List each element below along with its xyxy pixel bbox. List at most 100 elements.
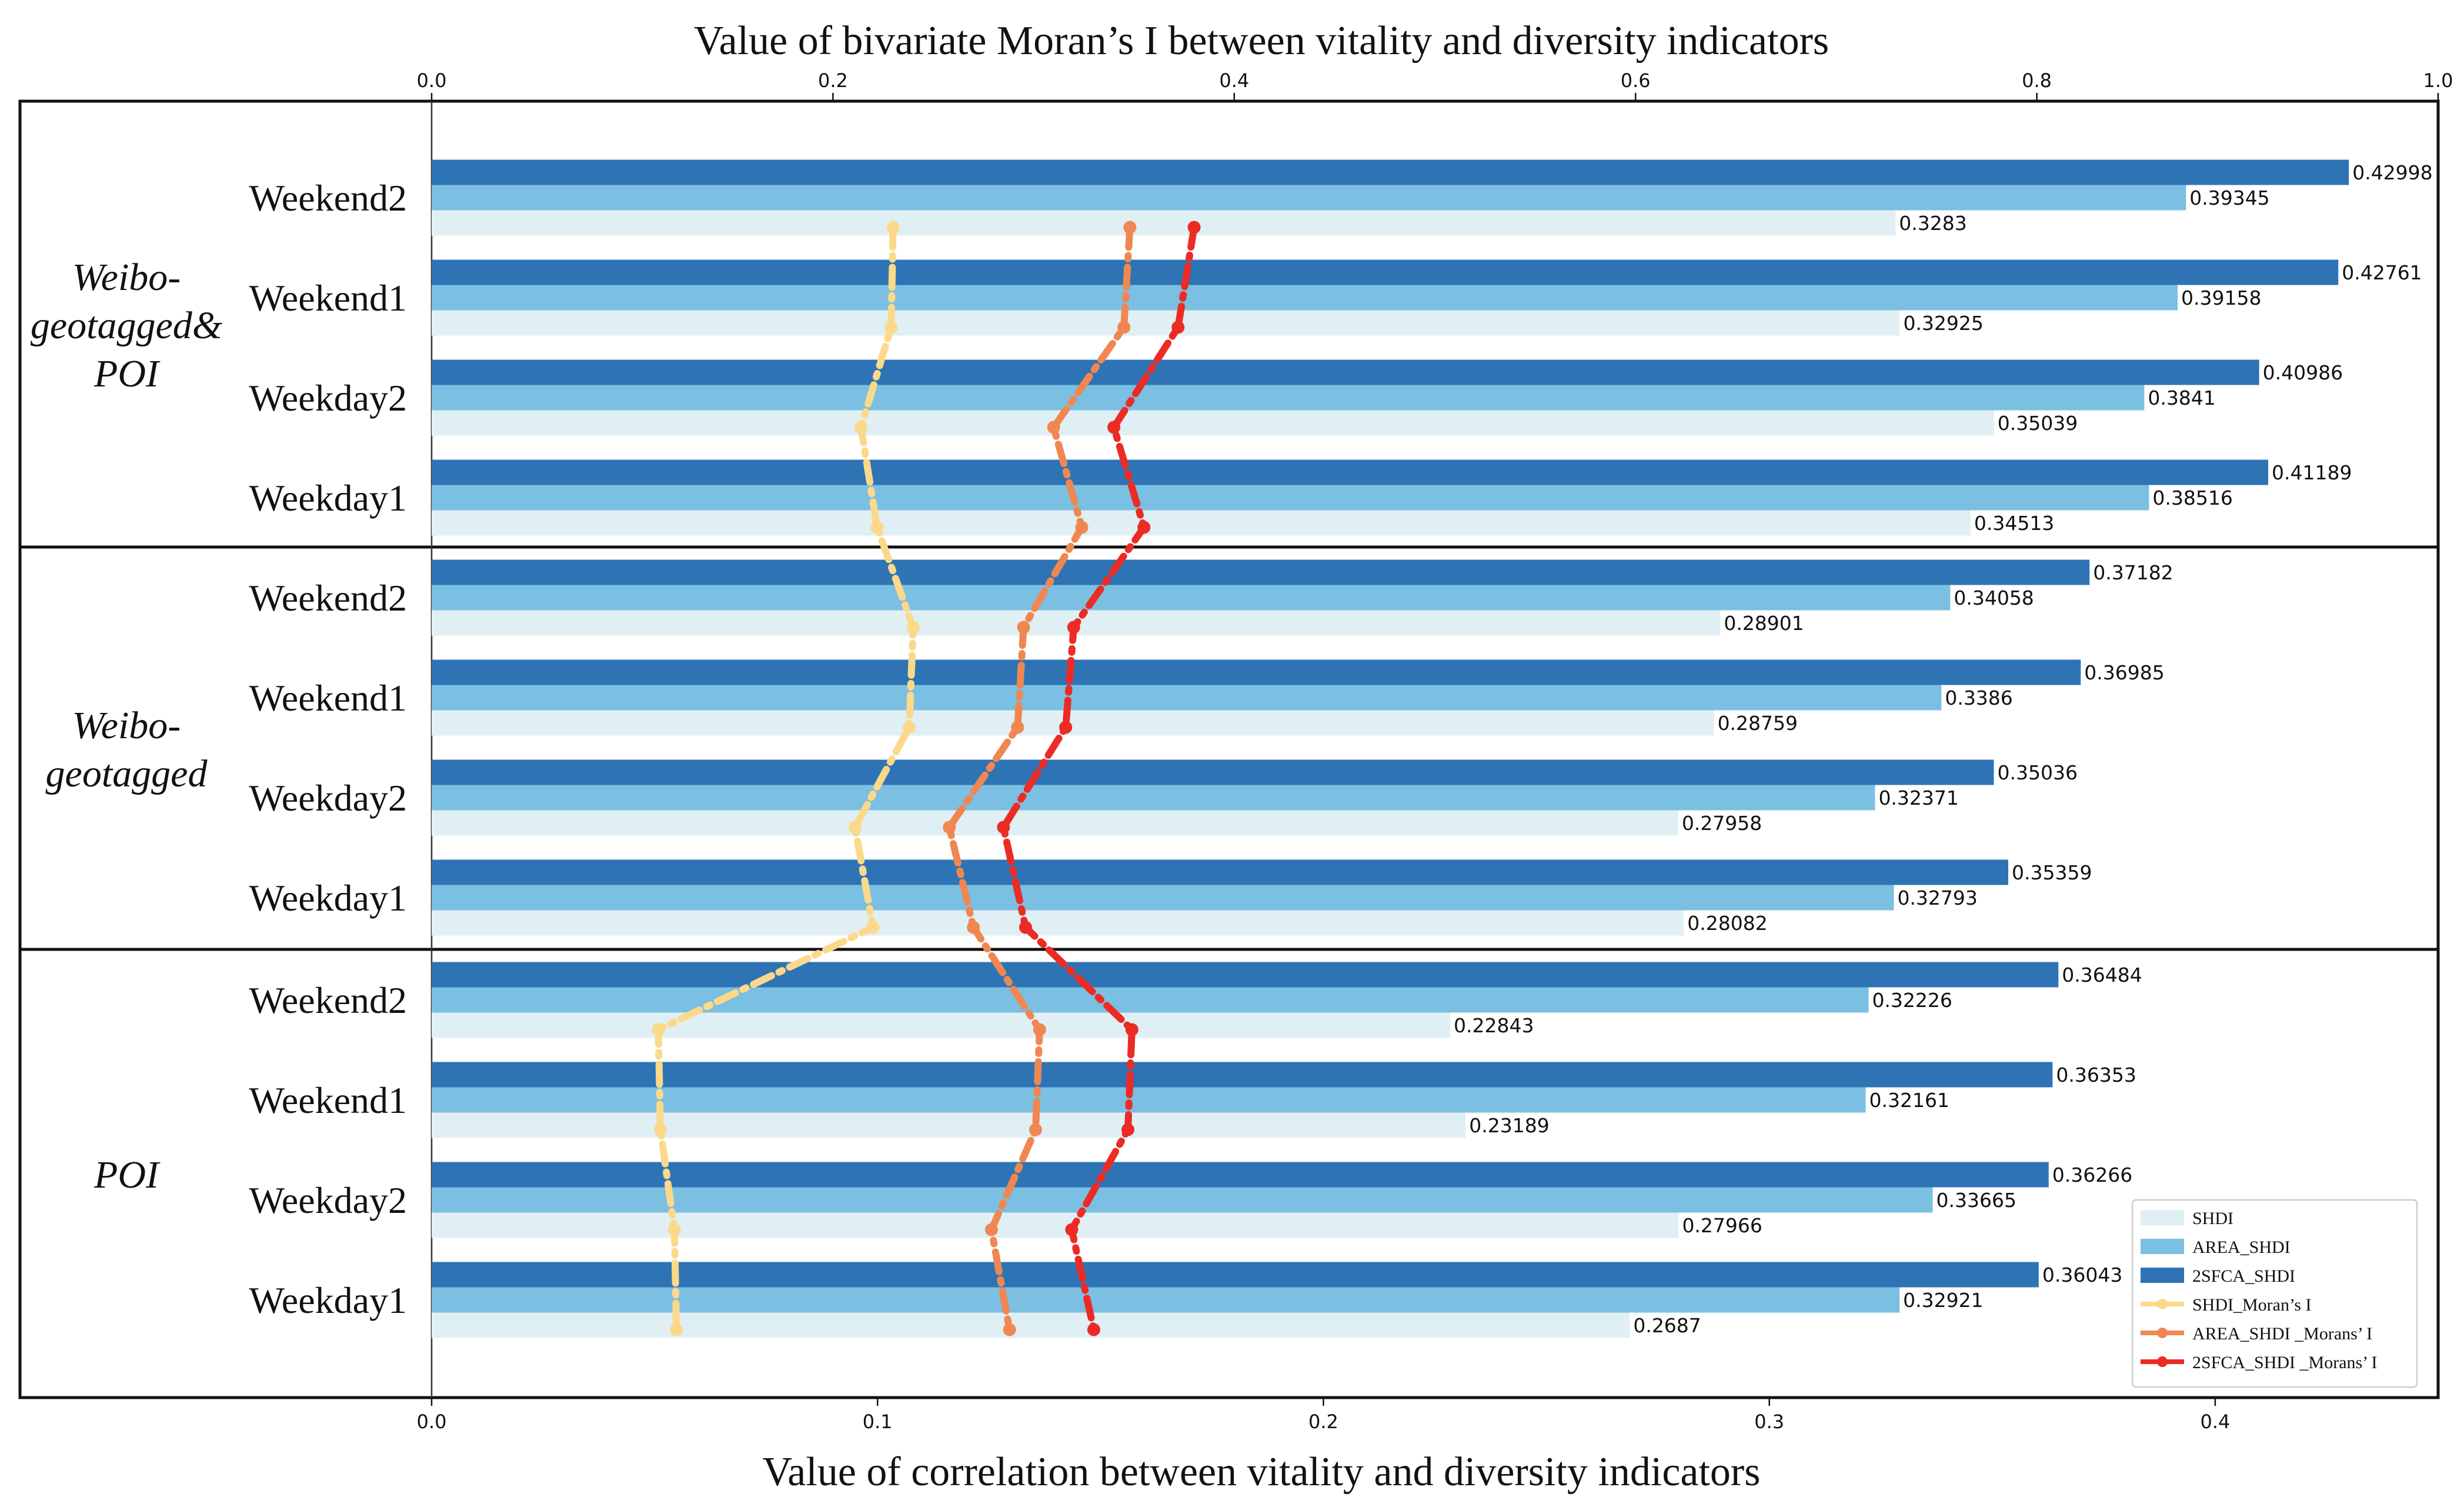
bar-area [432, 987, 1869, 1013]
bar-sfca [432, 759, 1994, 785]
moran-point-m_shdi [667, 1223, 681, 1236]
legend-marker-m_shdi [2157, 1299, 2168, 1309]
legend-swatch-shdi [2141, 1210, 2184, 1225]
moran-line-m_sfca [1000, 224, 1198, 1333]
moran-point-m_sfca [1065, 1223, 1079, 1236]
top-axis-tick-label: 0.4 [1219, 69, 1249, 92]
moran-point-m_sfca [1019, 921, 1032, 934]
bar-value-label: 0.41189 [2272, 461, 2352, 484]
moran-point-m_area [1117, 321, 1131, 334]
category-label: Weekend1 [249, 677, 408, 719]
bar-sfca [432, 1062, 2053, 1088]
category-label: Weekday2 [249, 377, 408, 419]
moran-point-m_area [943, 821, 956, 834]
bar-value-label: 0.39158 [2181, 286, 2261, 309]
bar-shdi [432, 1112, 1466, 1138]
bottom-axis-tick-label: 0.0 [417, 1411, 447, 1433]
bottom-axis-tick-label: 0.3 [1754, 1411, 1784, 1433]
legend-label: AREA_SHDI [2192, 1238, 2291, 1257]
top-axis-tick-label: 0.6 [1621, 69, 1651, 92]
bar-value-label: 0.36353 [2056, 1063, 2136, 1086]
moran-point-m_sfca [1187, 221, 1201, 234]
category-label: Weekday1 [249, 877, 408, 919]
top-axis-tick-label: 0.2 [818, 69, 848, 92]
moran-point-m_area [984, 1223, 998, 1236]
bar-area [432, 485, 2149, 511]
bar-value-label: 0.28759 [1718, 712, 1798, 735]
moran-point-m_shdi [670, 1323, 683, 1336]
category-label: Weekend2 [249, 177, 408, 219]
bar-sfca [432, 359, 2259, 385]
bar-shdi [432, 410, 1994, 436]
bar-value-label: 0.32793 [1897, 886, 1977, 909]
moran-point-m_shdi [884, 321, 898, 334]
bar-value-label: 0.28901 [1724, 612, 1804, 635]
bar-value-label: 0.3841 [2148, 386, 2215, 409]
bar-area [432, 1087, 1866, 1113]
moran-point-m_shdi [848, 821, 862, 834]
moran-point-m_sfca [1121, 1123, 1134, 1136]
bar-value-label: 0.35359 [2012, 861, 2092, 884]
bar-shdi [432, 210, 1896, 236]
top-axis-tick-label: 0.8 [2022, 69, 2052, 92]
legend-label: 2SFCA_SHDI [2192, 1266, 2295, 1286]
bar-value-label: 0.23189 [1469, 1114, 1549, 1137]
group-label: Weibo- [72, 256, 181, 299]
moran-point-m_shdi [854, 421, 868, 434]
moran-point-m_area [1047, 421, 1060, 434]
category-label: Weekday2 [249, 1179, 408, 1221]
bar-value-label: 0.27966 [1682, 1214, 1762, 1237]
bar-sfca [432, 459, 2269, 485]
bar-value-label: 0.37182 [2093, 561, 2173, 584]
bar-area [432, 285, 2178, 311]
moran-point-m_area [1123, 221, 1137, 234]
moran-point-m_shdi [906, 621, 920, 634]
bar-value-label: 0.35039 [1998, 412, 2078, 435]
moran-point-m_area [1029, 1123, 1043, 1136]
bar-sfca [432, 159, 2349, 185]
bar-value-label: 0.3386 [1945, 686, 2012, 709]
bar-shdi [432, 710, 1714, 736]
moran-point-m_shdi [886, 221, 900, 234]
moran-point-m_sfca [1125, 1023, 1138, 1036]
bar-area [432, 385, 2145, 411]
moran-point-m_sfca [1107, 421, 1121, 434]
moran-point-m_sfca [1059, 721, 1073, 734]
moran-point-m_shdi [903, 721, 916, 734]
bar-shdi [432, 810, 1678, 836]
bar-value-label: 0.2687 [1633, 1314, 1701, 1337]
top-axis-tick-label: 1.0 [2423, 69, 2453, 92]
legend-label: SHDI [2192, 1209, 2233, 1228]
bottom-axis-tick-label: 0.4 [2200, 1411, 2230, 1433]
bar-value-label: 0.22843 [1454, 1014, 1534, 1037]
bar-shdi [432, 1212, 1679, 1238]
moran-point-m_sfca [997, 821, 1010, 834]
moran-line-m_area [945, 224, 1134, 1333]
category-label: Weekday1 [249, 477, 408, 519]
bar-value-label: 0.42761 [2342, 261, 2422, 284]
category-label: Weekend1 [249, 277, 408, 319]
bar-value-label: 0.3283 [1899, 212, 1966, 235]
bar-value-label: 0.32226 [1872, 989, 1952, 1012]
bottom-axis-tick-label: 0.2 [1308, 1411, 1338, 1433]
category-label: Weekday1 [249, 1279, 408, 1321]
bar-value-label: 0.36985 [2084, 661, 2164, 684]
moran-point-m_area [1011, 721, 1024, 734]
moran-point-m_area [1075, 521, 1089, 534]
moran-point-m_shdi [652, 1023, 665, 1036]
legend-marker-m_area [2157, 1328, 2168, 1338]
moran-point-m_area [1033, 1023, 1046, 1036]
bar-value-label: 0.34513 [1974, 512, 2054, 535]
bar-area [432, 1187, 1933, 1213]
bar-value-label: 0.32925 [1903, 312, 1983, 335]
chart-xlabel-bottom: Value of correlation between vitality an… [763, 1449, 1761, 1495]
bar-area [432, 1287, 1900, 1313]
top-axis-tick-label: 0.0 [417, 69, 447, 92]
bar-value-label: 0.38516 [2152, 486, 2232, 509]
bar-value-label: 0.34058 [1954, 586, 2034, 609]
bar-sfca [432, 1262, 2039, 1288]
legend-marker-m_sfca [2157, 1356, 2168, 1367]
bar-shdi [432, 1312, 1630, 1338]
moran-point-m_shdi [866, 921, 880, 934]
